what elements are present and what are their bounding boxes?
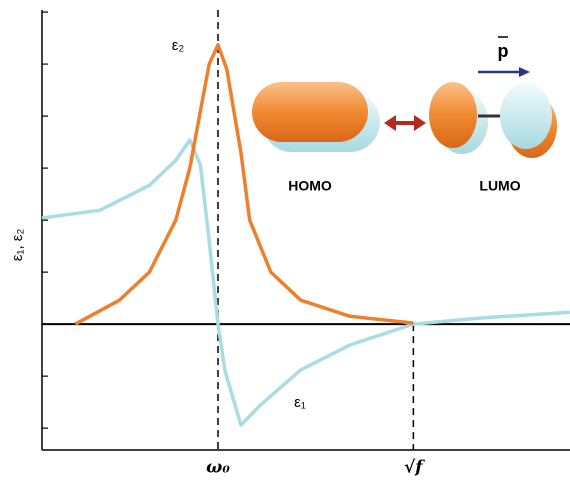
lumo-lobe bbox=[429, 82, 477, 148]
series-label: ε₂ bbox=[172, 37, 185, 54]
homo-label: HOMO bbox=[288, 178, 332, 194]
series-line bbox=[75, 45, 413, 324]
lumo-lobe bbox=[500, 83, 552, 149]
homo-lobe bbox=[252, 82, 368, 142]
chart: ε₁, ε₂ ω₀ √f ε₂ ε₁ p HOMO LUMO bbox=[0, 0, 570, 485]
series-label: ε₁ bbox=[294, 394, 306, 411]
dipole-label: p bbox=[498, 41, 509, 61]
lumo-label: LUMO bbox=[479, 178, 520, 194]
dipole-arrow-head bbox=[519, 67, 530, 77]
x-tick-label: √f bbox=[404, 458, 425, 478]
y-axis-label: ε₁, ε₂ bbox=[9, 229, 26, 262]
orbital-illustration: p HOMO LUMO bbox=[252, 37, 557, 194]
x-tick-label: ω₀ bbox=[206, 458, 230, 478]
